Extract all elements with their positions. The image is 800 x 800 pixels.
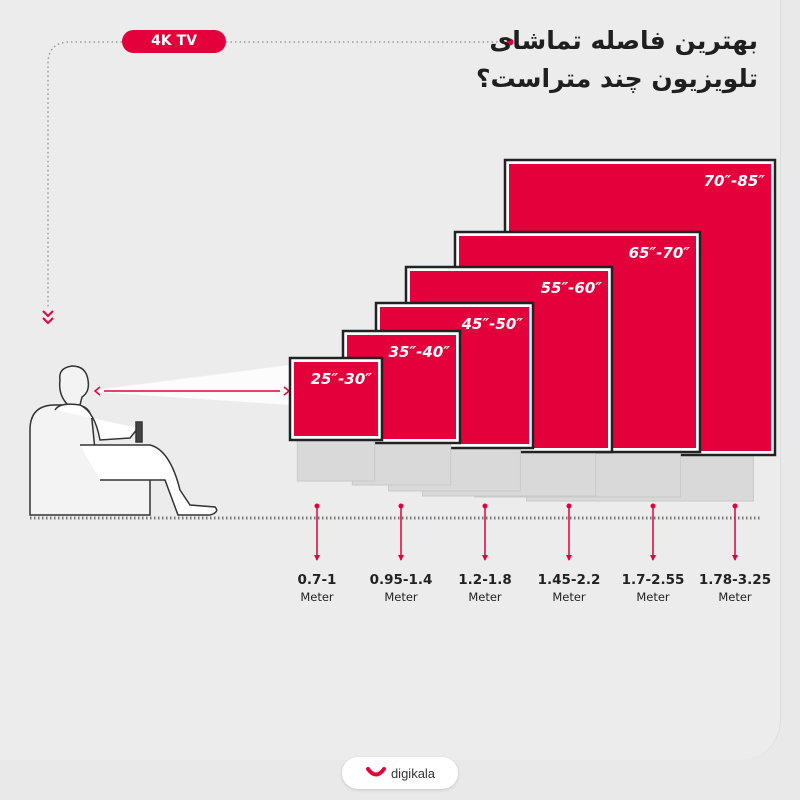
distance-label: 1.78-3.25 Meter	[698, 572, 772, 604]
tv-size-label: 25″-30″	[311, 370, 373, 388]
distance-label: 0.95-1.4 Meter	[369, 572, 433, 604]
distance-arrow	[398, 503, 404, 561]
distance-arrow	[732, 503, 738, 561]
chevron-down-icon	[42, 310, 54, 325]
smile-icon	[365, 767, 386, 777]
title-line-2: تلویزیون چند متراست؟	[475, 64, 758, 93]
tv-size-label: 70″-85″	[704, 172, 766, 190]
view-beam	[95, 365, 290, 405]
viewer-illustration	[29, 365, 218, 516]
distance-label: 1.45-2.2 Meter	[537, 572, 601, 604]
distance-arrow	[650, 503, 656, 561]
distance-label: 1.7-2.55 Meter	[621, 572, 685, 604]
title-line-1: بهترین فاصله تماشای	[489, 26, 758, 55]
tv-size-label: 45″-50″	[461, 315, 524, 333]
digikala-logo[interactable]: digikala	[342, 757, 458, 789]
tv-size-label: 35″-40″	[389, 343, 451, 361]
tv-screen	[294, 362, 378, 436]
4k-tv-badge: 4K TV	[122, 30, 226, 53]
tv-size-label: 65″-70″	[629, 244, 691, 262]
red-dot	[506, 38, 514, 46]
distance-arrow	[566, 503, 572, 561]
tv-0: 25″-30″	[288, 356, 384, 482]
distance-label: 1.2-1.8 Meter	[458, 572, 512, 604]
distance-arrow	[482, 503, 488, 561]
page-title: بهترین فاصله تماشای تلویزیون چند متراست؟	[476, 22, 758, 98]
tv-size-label: 55″-60″	[541, 279, 603, 297]
distance-arrow	[314, 503, 320, 561]
brand-name: digikala	[390, 765, 436, 781]
guide-lines	[42, 38, 514, 325]
distance-label: 0.7-1 Meter	[297, 572, 337, 604]
tv-pedestal	[296, 437, 376, 482]
